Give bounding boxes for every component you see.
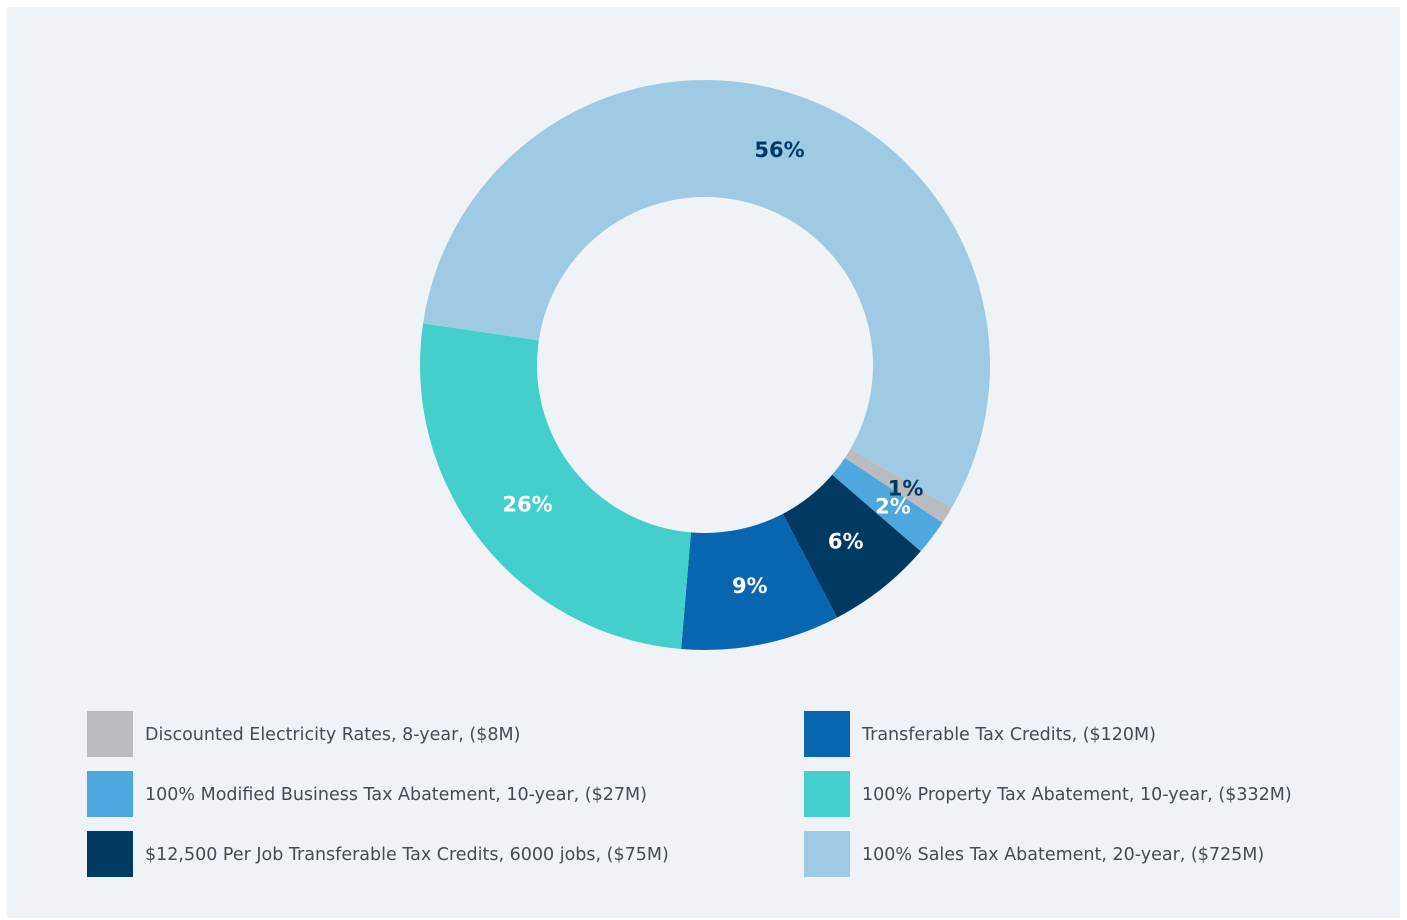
slice-label: 26% bbox=[502, 493, 552, 517]
legend-label: 100% Property Tax Abatement, 10-year, ($… bbox=[862, 785, 1292, 805]
legend-label: 100% Sales Tax Abatement, 20-year, ($725… bbox=[862, 845, 1264, 865]
donut-slice bbox=[681, 513, 838, 650]
legend-label: $12,500 Per Job Transferable Tax Credits… bbox=[145, 845, 669, 865]
donut-slice bbox=[832, 457, 943, 552]
legend-label: Transferable Tax Credits, ($120M) bbox=[861, 725, 1156, 745]
donut-slice bbox=[844, 449, 952, 523]
donut-slice bbox=[420, 323, 691, 650]
legend-label: 100% Modified Business Tax Abatement, 10… bbox=[145, 785, 647, 805]
legend-swatch bbox=[87, 831, 133, 877]
legend-swatch bbox=[804, 831, 850, 877]
slice-label: 56% bbox=[754, 138, 804, 162]
legend-swatch bbox=[804, 711, 850, 757]
donut-slice bbox=[423, 80, 990, 508]
legend-label: Discounted Electricity Rates, 8-year, ($… bbox=[145, 725, 520, 745]
legend-swatch bbox=[804, 771, 850, 817]
donut-slice bbox=[782, 474, 921, 618]
legend-swatch bbox=[87, 771, 133, 817]
slice-label: 6% bbox=[828, 530, 864, 554]
slice-label: 9% bbox=[732, 574, 768, 598]
slice-label: 1% bbox=[888, 476, 924, 500]
legend-swatch bbox=[87, 711, 133, 757]
slice-label: 2% bbox=[875, 495, 911, 519]
